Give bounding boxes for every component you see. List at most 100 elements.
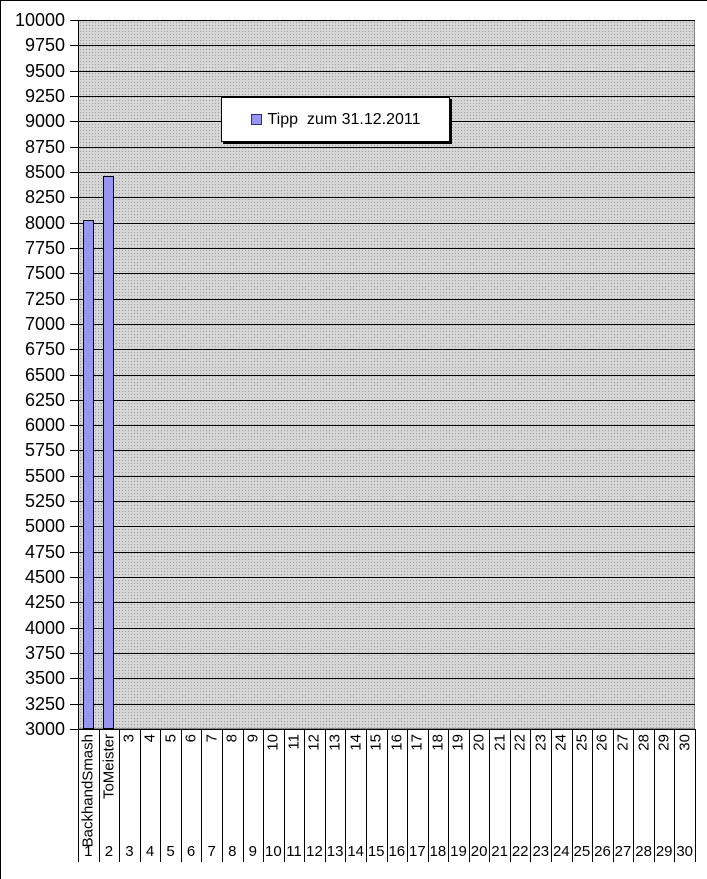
y-axis-label: 5250 [24,491,65,511]
y-axis-label: 6000 [24,415,65,435]
x-axis-category-label: 10 [263,734,284,840]
bar [103,176,115,729]
y-axis-label: 6250 [24,390,65,410]
x-axis-number-label: 3 [125,842,134,860]
x-axis-number-label: 24 [552,842,570,860]
gridline [78,729,695,730]
bar [82,220,94,729]
legend: Tipp zum 31.12.2011 [221,97,450,142]
y-axis-tick [70,172,78,173]
x-axis-number-label: 26 [594,842,611,860]
x-axis-category-label-text: 29 [655,734,673,751]
y-axis-tick [70,197,78,198]
x-axis-number-label: 27 [614,842,632,860]
y-axis-label: 8000 [24,213,65,233]
y-axis-label: 3000 [24,719,65,739]
y-axis-label: 4000 [24,618,65,638]
x-axis-divider [78,729,79,862]
x-axis-category-label-text: 21 [491,734,509,751]
x-axis-number-label: 22 [511,842,529,860]
gridline [78,45,695,46]
x-axis-divider [448,729,449,862]
gridline [78,197,695,198]
x-axis-category-label-text: 14 [347,734,365,751]
x-axis-category-label: 5 [160,734,181,840]
x-axis-category-label-text: 15 [367,734,385,751]
y-axis-tick [70,450,78,451]
x-axis-category-label: 3 [119,734,140,840]
y-axis-label: 3750 [24,643,65,663]
x-axis-category-label: 15 [366,734,387,840]
x-axis-category-label-text: 20 [470,734,488,751]
x-axis-divider [551,729,552,862]
x-axis-category-label: 28 [633,734,654,840]
x-axis-divider [325,729,326,862]
x-axis-number-label: 18 [429,842,447,860]
x-axis-divider [530,729,531,862]
x-axis-category-label: 29 [654,734,675,840]
y-axis-tick [70,147,78,148]
x-axis-divider [489,729,490,862]
x-axis-number-label: 14 [347,842,365,860]
x-axis-category-label-text: 12 [305,734,323,751]
gridline [78,425,695,426]
y-axis-label: 6750 [24,339,65,359]
x-axis-number-label: 23 [532,842,550,860]
x-axis-divider [201,729,202,862]
x-axis-category-label: 19 [448,734,469,840]
x-axis-number-label: 25 [573,842,591,860]
x-axis-divider [243,729,244,862]
x-axis-divider [263,729,264,862]
y-axis-tick [70,577,78,578]
gridline [78,552,695,553]
y-axis-label: 6500 [24,365,65,385]
y-axis-tick [70,704,78,705]
y-axis-label: 5000 [24,516,65,536]
gridline [78,653,695,654]
y-axis-label: 7750 [24,238,65,258]
x-axis-number-label: 9 [248,842,257,860]
x-axis-divider [510,729,511,862]
x-axis-number-label: 19 [450,842,467,860]
gridline [78,349,695,350]
x-axis-category-label: 26 [592,734,613,840]
gridline [78,375,695,376]
y-axis-tick [70,400,78,401]
gridline [78,526,695,527]
x-axis-number-label: 5 [166,842,175,860]
x-axis-category-label: 20 [469,734,490,840]
gridline [78,147,695,148]
y-axis-tick [70,375,78,376]
x-axis-number-label: 30 [676,842,694,860]
y-axis-tick [70,349,78,350]
x-axis-category-label: 9 [243,734,264,840]
y-axis-label: 5500 [24,466,65,486]
x-axis-number-label: 20 [470,842,488,860]
y-axis-tick [70,425,78,426]
x-axis-category-label-text: 5 [162,734,180,743]
y-axis-tick [70,248,78,249]
x-axis-divider [140,729,141,862]
y-axis-tick [70,324,78,325]
x-axis-number-label: 1 [84,842,93,860]
y-axis-label: 9750 [24,35,65,55]
y-axis-label: 4750 [24,542,65,562]
gridline [78,172,695,173]
x-axis-category-label-text: 26 [593,734,611,751]
x-axis-category-label-text: 30 [676,734,694,751]
x-axis-number-label: 21 [491,842,508,860]
x-axis-category-label: 30 [674,734,695,840]
y-axis-label: 5750 [24,440,65,460]
x-axis-divider [592,729,593,862]
y-axis-line [78,20,79,730]
x-axis-category-label-text: 9 [244,734,262,743]
gridline [78,704,695,705]
x-axis-category-label: 25 [572,734,593,840]
y-axis-label: 9500 [24,61,65,81]
gridline [78,248,695,249]
x-axis-category-label: 11 [284,734,305,840]
x-axis-number-label: 13 [326,842,344,860]
y-axis-label: 7000 [24,314,65,334]
legend-marker-icon [250,114,262,125]
x-axis-number-label: 29 [655,842,673,860]
